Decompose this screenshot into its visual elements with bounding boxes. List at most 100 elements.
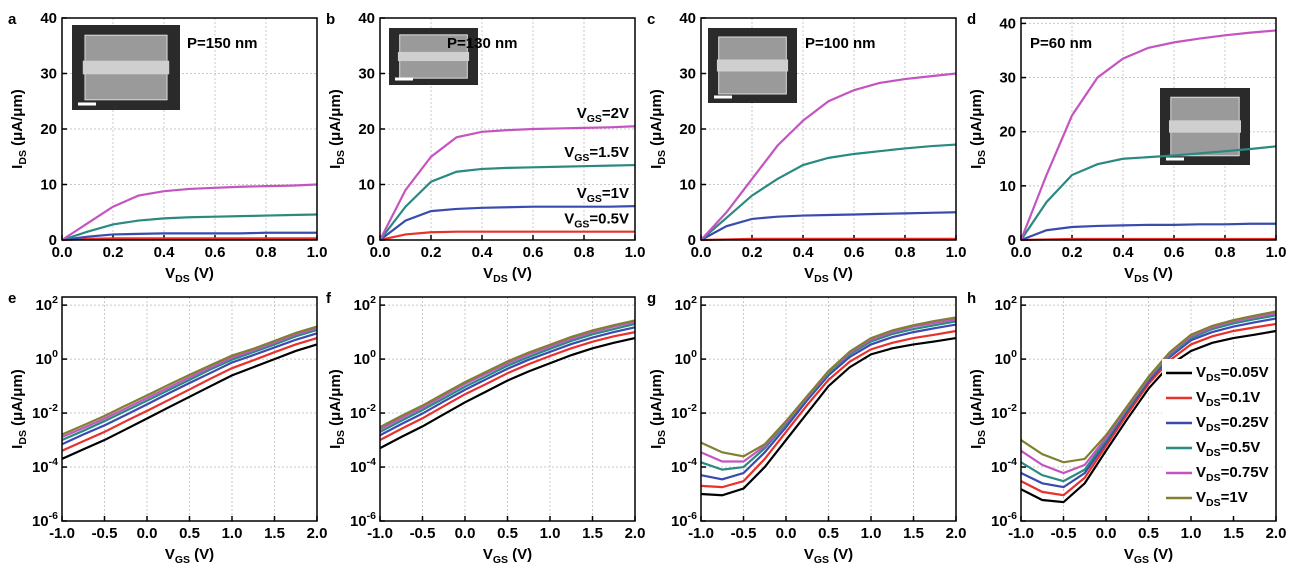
series-line <box>379 337 636 450</box>
label-part: GS <box>574 219 589 231</box>
x-tick-label: 1.0 <box>540 525 561 542</box>
x-tick-label: 2.0 <box>625 525 646 542</box>
tick-base: 10 <box>671 459 688 476</box>
y-tick-label: 10-4 <box>32 456 58 476</box>
sem-channel <box>1169 120 1241 133</box>
series-line <box>61 327 318 438</box>
label-part: (V) <box>190 546 214 563</box>
tick-base: 10 <box>35 297 52 314</box>
label-part: V <box>483 546 493 563</box>
label-part: V <box>1196 489 1206 506</box>
x-tick-label: -0.5 <box>92 525 118 542</box>
y-tick-label: 20 <box>999 124 1016 141</box>
y-tick-label: 10-6 <box>350 510 376 530</box>
x-tick-label: 0.0 <box>1096 525 1117 542</box>
plot-frame <box>61 296 318 522</box>
label-part: V <box>1196 464 1206 481</box>
x-tick-label: 0.6 <box>1164 244 1185 261</box>
series-line <box>1020 317 1277 489</box>
x-axis-label: VDS (V) <box>165 265 214 285</box>
label-part: (μA/μm) <box>968 369 985 430</box>
tick-base: 10 <box>674 297 691 314</box>
tick-exp: 2 <box>1011 294 1017 306</box>
label-part: I <box>9 445 26 449</box>
tick-exp: -2 <box>367 402 376 414</box>
series-line <box>61 183 318 241</box>
y-tick-label: 0 <box>49 232 57 249</box>
tick-exp: 0 <box>52 348 58 360</box>
panel-label: a <box>8 11 17 28</box>
y-tick-label: 40 <box>358 10 375 27</box>
series-line <box>61 337 318 452</box>
label-part: GS <box>175 554 190 566</box>
label-part: V <box>1196 364 1206 381</box>
tick-exp: 0 <box>1011 348 1017 360</box>
x-tick-label: 0.5 <box>818 525 839 542</box>
y-tick-label: 102 <box>353 294 376 314</box>
x-tick-label: 0.2 <box>742 244 763 261</box>
label-part: =1V <box>1221 489 1248 506</box>
plot-frame <box>700 296 957 522</box>
label-part: DS <box>335 150 347 165</box>
label-part: =1.5V <box>589 144 629 161</box>
x-tick-label: 0.0 <box>370 244 391 261</box>
legend-label: VDS=0.5V <box>1196 439 1260 459</box>
y-axis-label: IDS (μA/μm) <box>9 89 29 169</box>
tick-exp: -6 <box>688 510 697 522</box>
panel-label: c <box>647 11 655 28</box>
series-line <box>379 205 636 241</box>
label-part: V <box>1196 389 1206 406</box>
series-line <box>700 316 957 458</box>
x-tick-label: 0.0 <box>52 244 73 261</box>
tick-exp: -4 <box>367 456 376 468</box>
tick-base: 10 <box>32 459 49 476</box>
y-tick-label: 10-2 <box>671 402 697 422</box>
label-part: GS <box>493 554 508 566</box>
series-line <box>700 72 957 241</box>
series-line <box>379 163 636 241</box>
y-tick-label: 10-2 <box>350 402 376 422</box>
x-tick-label: 0.4 <box>472 244 494 261</box>
y-tick-label: 102 <box>674 294 697 314</box>
label-part: V <box>1196 414 1206 431</box>
x-axis-label: VGS (V) <box>165 546 214 566</box>
y-tick-label: 102 <box>994 294 1017 314</box>
y-tick-label: 40 <box>679 10 696 27</box>
label-part: (μA/μm) <box>9 89 26 150</box>
x-tick-label: 0.6 <box>523 244 544 261</box>
label-part: V <box>1124 265 1134 282</box>
x-tick-label: 1.5 <box>582 525 603 542</box>
sem-channel <box>82 60 170 75</box>
series-line <box>700 329 957 489</box>
y-tick-label: 10-2 <box>991 402 1017 422</box>
y-axis-label: IDS (μA/μm) <box>327 369 347 449</box>
y-tick-label: 20 <box>679 121 696 138</box>
plot-frame <box>1020 17 1277 241</box>
label-part: DS <box>1206 397 1221 409</box>
label-part: (V) <box>1149 265 1173 282</box>
y-axis-label: IDS (μA/μm) <box>968 89 988 169</box>
label-part: DS <box>1206 422 1221 434</box>
series-line <box>379 320 636 431</box>
x-tick-label: 0.8 <box>895 244 916 261</box>
tick-base: 10 <box>994 297 1011 314</box>
label-part: =0.75V <box>1221 464 1269 481</box>
plot-frame <box>700 17 957 241</box>
label-part: (V) <box>829 546 853 563</box>
series-line <box>379 230 635 242</box>
curve-label: VGS=1V <box>577 185 629 205</box>
plot-frame <box>1020 296 1277 522</box>
tick-base: 10 <box>991 459 1008 476</box>
label-part: DS <box>976 430 988 445</box>
tick-exp: 2 <box>370 294 376 306</box>
y-tick-label: 100 <box>353 348 376 368</box>
x-tick-label: 1.0 <box>1181 525 1202 542</box>
y-tick-label: 10-4 <box>671 456 697 476</box>
series-line <box>1020 310 1277 464</box>
label-part: V <box>165 546 175 563</box>
x-axis-label: VDS (V) <box>1124 265 1173 285</box>
y-tick-label: 100 <box>35 348 58 368</box>
y-axis-label: IDS (μA/μm) <box>9 369 29 449</box>
label-part: I <box>9 165 26 169</box>
